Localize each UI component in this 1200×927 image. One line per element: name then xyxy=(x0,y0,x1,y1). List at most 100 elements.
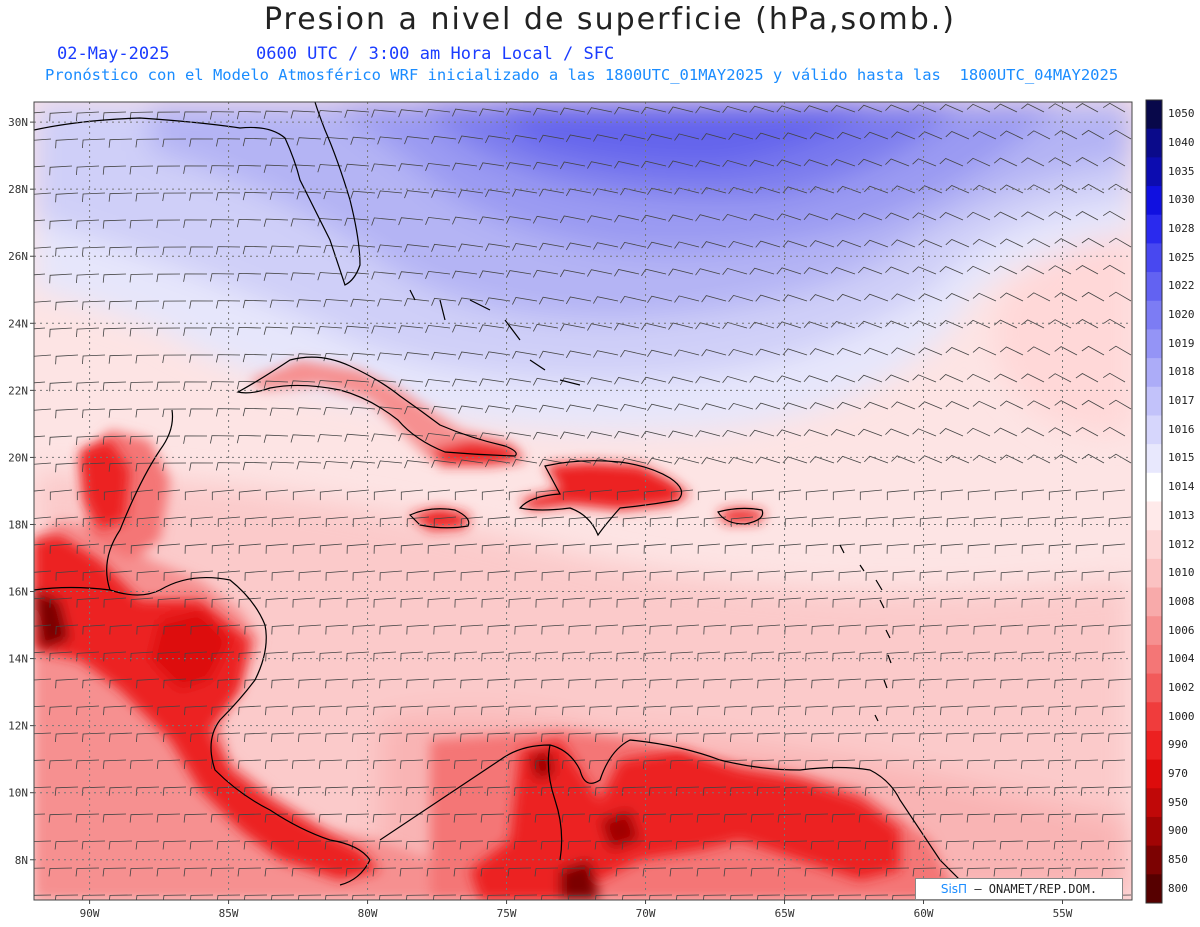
wind-barb xyxy=(697,489,721,501)
wind-barb xyxy=(674,457,700,465)
wind-barb xyxy=(398,163,424,172)
wind-barb xyxy=(643,705,667,716)
wind-barb xyxy=(55,570,79,581)
wind-barb xyxy=(34,570,52,573)
wind-barb xyxy=(728,456,754,464)
wind-barb xyxy=(216,138,241,147)
wind-barb xyxy=(425,324,451,333)
wind-barb xyxy=(886,543,910,554)
wind-barb xyxy=(512,351,538,359)
wind-barb xyxy=(290,272,316,281)
colorbar-label: 1004 xyxy=(1168,652,1195,666)
wind-barb xyxy=(189,192,214,201)
wind-barb xyxy=(265,597,289,608)
wind-barb xyxy=(269,461,295,470)
colorbar-swatch xyxy=(1146,444,1162,474)
wind-barb xyxy=(1026,840,1051,850)
wind-barb xyxy=(319,489,343,501)
wind-barb xyxy=(940,543,964,554)
lon-label: 85W xyxy=(219,907,239,920)
wind-barb xyxy=(292,597,316,608)
wind-barb xyxy=(749,267,775,275)
wind-barb xyxy=(291,867,316,877)
wind-barb xyxy=(1021,265,1045,275)
wind-barb xyxy=(82,462,106,473)
wind-barb xyxy=(243,840,268,850)
wind-barb xyxy=(183,381,208,390)
wind-barb xyxy=(344,271,370,280)
wind-barb xyxy=(425,108,451,117)
wind-barb xyxy=(594,894,619,900)
wind-barb xyxy=(973,570,997,581)
wind-barb xyxy=(1021,211,1045,221)
wind-barb xyxy=(837,840,862,850)
wind-barb xyxy=(696,759,721,769)
wind-barb xyxy=(290,164,316,173)
wind-barb xyxy=(913,543,937,554)
colorbar-label: 1012 xyxy=(1168,537,1195,551)
wind-barb xyxy=(371,217,397,226)
wind-barb xyxy=(945,293,970,302)
wind-barb xyxy=(622,570,646,581)
colorbar-label: 1030 xyxy=(1168,193,1195,207)
wind-barb xyxy=(568,732,592,743)
wind-barb xyxy=(406,624,430,635)
wind-barb xyxy=(433,678,457,689)
wind-barb xyxy=(398,325,424,334)
wind-barb xyxy=(102,435,127,445)
wind-barb xyxy=(135,840,160,850)
wind-barb xyxy=(912,374,937,383)
wind-barb xyxy=(864,239,889,248)
wind-barb xyxy=(1048,211,1072,221)
wind-barb xyxy=(858,759,883,769)
wind-barb xyxy=(565,404,592,413)
wind-barb xyxy=(211,543,235,554)
wind-barb xyxy=(318,867,343,877)
wind-barb xyxy=(183,759,208,769)
wind-barb xyxy=(724,489,748,501)
wind-barb xyxy=(346,705,370,716)
wind-barb xyxy=(372,813,397,823)
wind-barb xyxy=(966,867,991,877)
wind-barb xyxy=(129,813,154,823)
wind-barb xyxy=(918,239,943,248)
wind-barb xyxy=(1027,400,1051,410)
wind-barb xyxy=(49,111,73,122)
wind-barb xyxy=(453,867,478,877)
wind-barb xyxy=(777,867,802,877)
wind-barb xyxy=(809,240,835,248)
colorbar-label: 1008 xyxy=(1168,594,1195,608)
wind-barb xyxy=(398,109,424,118)
wind-barb xyxy=(398,433,424,442)
wind-barb xyxy=(838,570,862,581)
wind-barb xyxy=(615,867,640,877)
wind-barb xyxy=(405,894,430,900)
wind-barb xyxy=(184,597,208,608)
wind-barb xyxy=(183,435,208,444)
wind-barb xyxy=(189,300,214,309)
wind-barb xyxy=(993,211,1018,221)
wind-barb xyxy=(55,408,79,419)
wind-barb xyxy=(804,867,829,877)
wind-barb xyxy=(76,381,100,392)
wind-barb xyxy=(189,138,214,147)
colorbar-label: 850 xyxy=(1168,852,1188,866)
wind-barb xyxy=(885,428,910,437)
wind-barb xyxy=(103,597,127,608)
wind-barb xyxy=(1021,427,1045,437)
wind-barb xyxy=(676,570,700,581)
wind-barb xyxy=(749,159,775,167)
wind-barb xyxy=(620,241,646,250)
wind-barb xyxy=(913,489,937,501)
lat-label: 28N xyxy=(8,183,28,196)
wind-barb xyxy=(512,297,538,305)
wind-barb xyxy=(703,678,727,689)
wind-barb xyxy=(668,322,694,330)
wind-barb xyxy=(966,211,991,221)
wind-barb xyxy=(532,431,559,440)
wind-barb xyxy=(378,840,403,850)
wind-barb xyxy=(189,840,214,850)
wind-barb xyxy=(487,732,511,743)
wind-barb xyxy=(162,408,187,418)
wind-barb xyxy=(695,322,721,330)
